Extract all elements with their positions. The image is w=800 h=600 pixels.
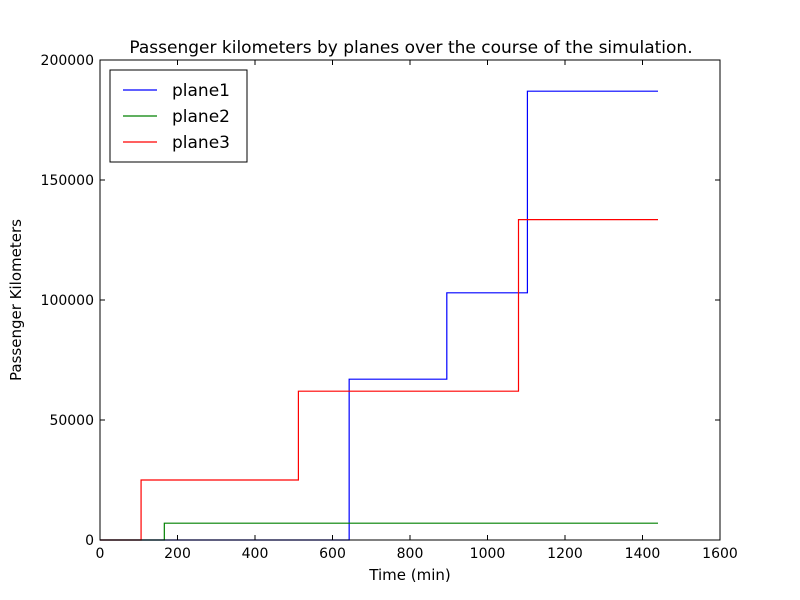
chart-title: Passenger kilometers by planes over the … [129, 38, 692, 58]
x-axis-label: Time (min) [368, 566, 450, 584]
legend: plane1 plane2 plane3 [109, 69, 248, 163]
x-tick-label: 800 [397, 546, 424, 562]
y-tick-label: 0 [85, 533, 94, 549]
series-line-plane2 [100, 522, 658, 541]
y-tick-label: 200000 [41, 53, 94, 69]
legend-label-plane1: plane1 [172, 81, 230, 101]
series-line-plane1 [100, 90, 658, 541]
legend-label-plane2: plane2 [172, 107, 230, 127]
x-tick-label: 0 [96, 546, 105, 562]
y-axis-label: Passenger Kilometers [7, 219, 25, 381]
x-tick-label: 600 [319, 546, 346, 562]
x-tick-label: 1200 [547, 546, 583, 562]
x-tick-label: 200 [164, 546, 191, 562]
x-tick-label: 1400 [625, 546, 661, 562]
y-tick-label: 50000 [49, 413, 94, 429]
y-tick-label: 100000 [41, 293, 94, 309]
legend-label-plane3: plane3 [172, 133, 230, 153]
ticks-layer: 0 200 400 600 800 1000 1200 1400 1600 0 50000 10000… [41, 53, 738, 562]
series-line-plane3 [100, 219, 658, 541]
y-tick-label: 150000 [41, 173, 94, 189]
x-tick-label: 1600 [702, 546, 738, 562]
x-tick-label: 400 [242, 546, 269, 562]
x-tick-label: 1000 [470, 546, 506, 562]
